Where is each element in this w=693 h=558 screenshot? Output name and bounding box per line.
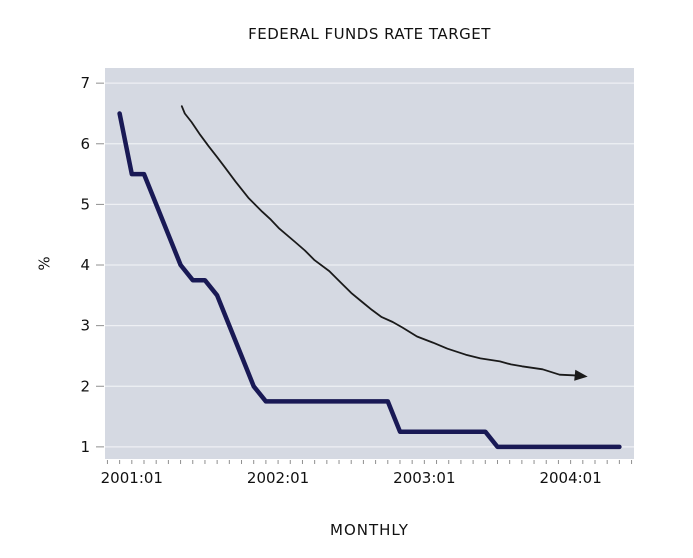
x-tick-label: 2004:01 <box>539 469 601 487</box>
y-tick-label: 1 <box>80 438 90 456</box>
x-axis-title: MONTHLY <box>330 521 409 539</box>
target-rate-line <box>117 111 622 450</box>
y-axis-title: % <box>35 256 54 271</box>
y-tick-label: 3 <box>80 317 90 335</box>
trend-arrowhead-icon <box>574 369 588 381</box>
x-tick-label: 2003:01 <box>393 469 455 487</box>
plot-area-background <box>105 68 634 459</box>
y-tick-label: 2 <box>80 377 90 395</box>
x-tick-label: 2002:01 <box>247 469 309 487</box>
y-tick-label: 5 <box>80 195 90 213</box>
x-tick-label: 2001:01 <box>101 469 163 487</box>
trend-annotation-line <box>180 105 583 377</box>
y-tick-label: 4 <box>80 256 90 274</box>
y-tick-label: 7 <box>80 74 90 92</box>
chart-title: FEDERAL FUNDS RATE TARGET <box>248 25 491 43</box>
y-tick-label: 6 <box>80 135 90 153</box>
